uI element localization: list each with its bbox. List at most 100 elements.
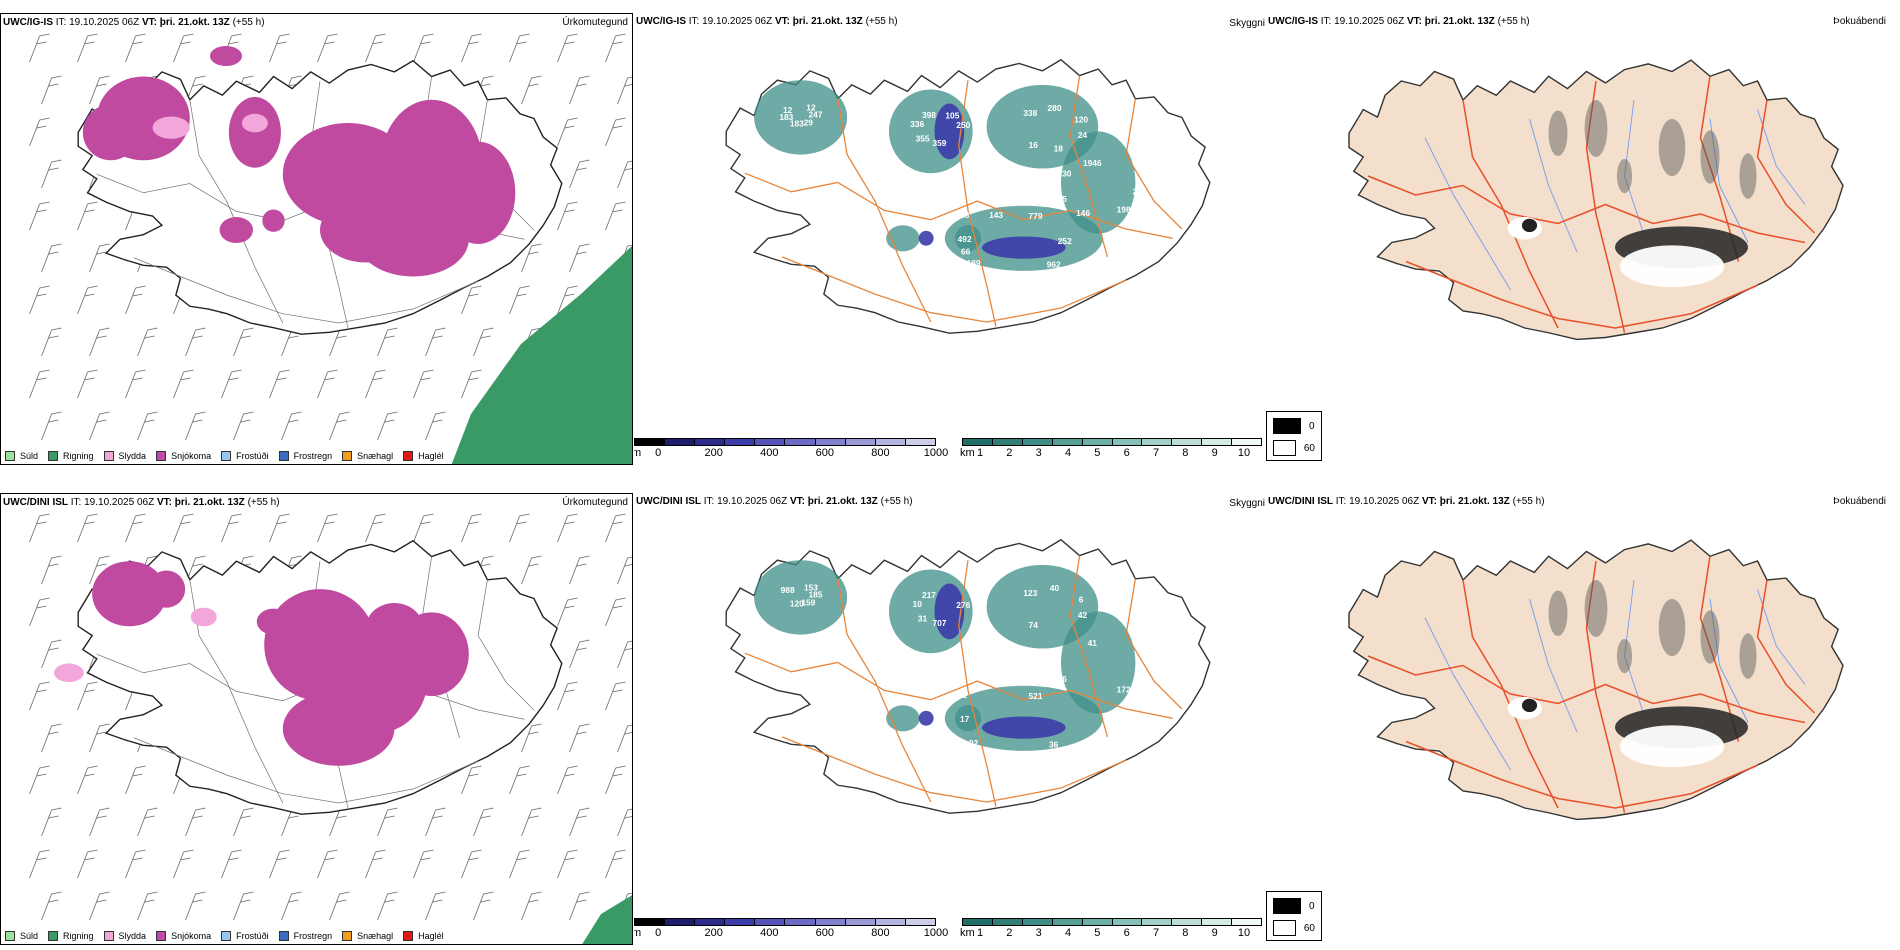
road-line [1756,579,1816,714]
fog-area [1616,638,1633,674]
colorbar-cell [1142,919,1173,925]
colorbar-tick-label: 2 [1006,447,1013,459]
ceiling-value-label: 6 [1079,594,1084,604]
colorbar-tick-label: 8 [1182,447,1189,459]
ceiling-value-label: 130 [1057,169,1071,179]
colorbar-tick-label: 800 [871,447,890,459]
fog-legend-label: 60 [1303,922,1315,934]
precip-legend-swatch [342,931,353,941]
ceiling-value-label: 521 [1029,691,1043,701]
river-line [1624,579,1644,714]
precip-legend-label: Frostúði [236,451,269,461]
river-line [1529,598,1578,733]
fog-panel-2: UWC/DINI ISL IT: 19.10.2025 06Z VT: þri.… [1266,493,1900,888]
low-ceiling-area [934,103,965,160]
low-visibility-area [754,560,848,635]
ceiling-value-label: 153 [804,583,818,593]
road-line [1699,76,1740,262]
road-line [1699,556,1740,742]
colorbar-cell [1202,439,1233,445]
ceiling-value-label: 91 [1135,667,1145,677]
low-visibility-area [754,80,848,155]
low-visibility-area [986,84,1099,169]
ceiling-value-label: 16 [1029,140,1039,150]
precip-legend-label: Snæhagl [357,451,394,461]
rain-area [582,895,632,944]
colorbar-cell [755,439,786,445]
road-line [1405,740,1758,809]
colorbar-tick-label: 800 [871,927,890,939]
ceiling-value-label: 40 [1050,583,1060,593]
fog-area [1700,130,1720,184]
colorbar-tick-label: 1 [976,447,984,459]
precip-legend-swatch [278,931,289,941]
cloud-ceiling-visibility-map: 2473552801984928581833982440577927312250… [725,58,1211,334]
precip-legend-item: Haglél [403,931,444,941]
fog-area [1658,599,1686,656]
ceiling-value-label: 338 [1023,108,1037,118]
ceiling-value-label: 989 [846,232,860,242]
precip-legend-item: Snjókoma [156,451,211,461]
colorbar-cell [725,439,756,445]
visibility-colorbar: km 1 2 3 4 5 6 7 8 9 10 [960,438,1262,460]
colorbar-cell [1232,919,1262,925]
snow-area [282,691,395,766]
colorbar-cell [1082,439,1113,445]
sleet-area [241,113,268,133]
colorbar-cell [695,439,726,445]
road-line [477,579,535,711]
fog-indicator-map [1348,59,1844,341]
colorbar-tick-label: 1000 [923,447,949,459]
ceiling-value-label: 31 [918,613,928,623]
road-line [189,99,284,324]
colorbar-tick-label: 600 [815,927,835,939]
ceiling-value-label: 146 [1076,208,1090,218]
low-visibility-area [954,225,982,252]
colorbar-tick-label: 4 [1064,927,1072,939]
colorbar-cell [785,919,816,925]
snow-area [82,104,139,161]
ceiling-value-label: 4 [871,258,876,268]
ceiling-value-label: 492 [958,234,972,244]
precip-legend-label: Slydda [118,451,147,461]
road-line [1125,578,1183,710]
fog-legend-swatch [1273,440,1296,456]
ceiling-value-label: 962 [1047,260,1061,270]
colorbar-tick-label: 3 [1035,927,1042,939]
precip-legend-swatch [48,451,59,461]
colorbar-tick-label: 6 [1123,447,1130,459]
colorbar-cell [1052,919,1083,925]
fog-area-dense [1521,698,1538,713]
ceiling-value-label: 36 [1049,740,1059,750]
low-visibility-area [886,705,920,732]
low-ceiling-area [981,236,1066,259]
cloud-ceiling-visibility-map: 185 31 40 172 17 51 120 217 42 226 521 356 988 276 74 4… [725,538,1211,814]
colorbar-cell [785,439,816,445]
river-line [1424,137,1511,291]
fog-area [1658,119,1686,176]
ceiling-value-label: 105 [945,111,959,121]
fog-panel-2-title: UWC/DINI ISL IT: 19.10.2025 06Z VT: þri.… [1268,496,1545,507]
colorbar-cell [815,919,846,925]
colorbar-cell [1082,919,1113,925]
colorbar-tick-label: 0 [655,927,662,939]
cloud-panel-1: UWC/IG-IS IT: 19.10.2025 06Z VT: þri. 21… [634,13,1267,465]
ceiling-value-label: 92 [969,738,979,748]
precip-legend-label: Slydda [118,931,147,941]
precip-panel-2: UWC/DINI ISL IT: 19.10.2025 06Z VT: þri.… [0,493,633,945]
visibility-colorbar: km 1 2 3 4 5 6 7 8 9 10 [960,918,1262,940]
precip-legend-swatch [403,931,414,941]
road-line [133,257,479,324]
river-line [1709,118,1749,243]
sleet-area [54,663,84,683]
precip-legend: Súld Rigning Slydda Snjókoma Frostúði Frostre… [5,451,454,461]
fog-area [1584,580,1608,637]
ceiling-value-label: 183 [779,112,793,122]
colorbar-cell [1022,919,1053,925]
colorbar-cell [665,439,696,445]
low-visibility-area [886,225,920,252]
ceiling-value-label: 250 [956,120,970,130]
fog-legend-label: 0 [1309,900,1315,912]
fog-legend-label: 60 [1303,442,1315,454]
river-line [1757,109,1806,205]
